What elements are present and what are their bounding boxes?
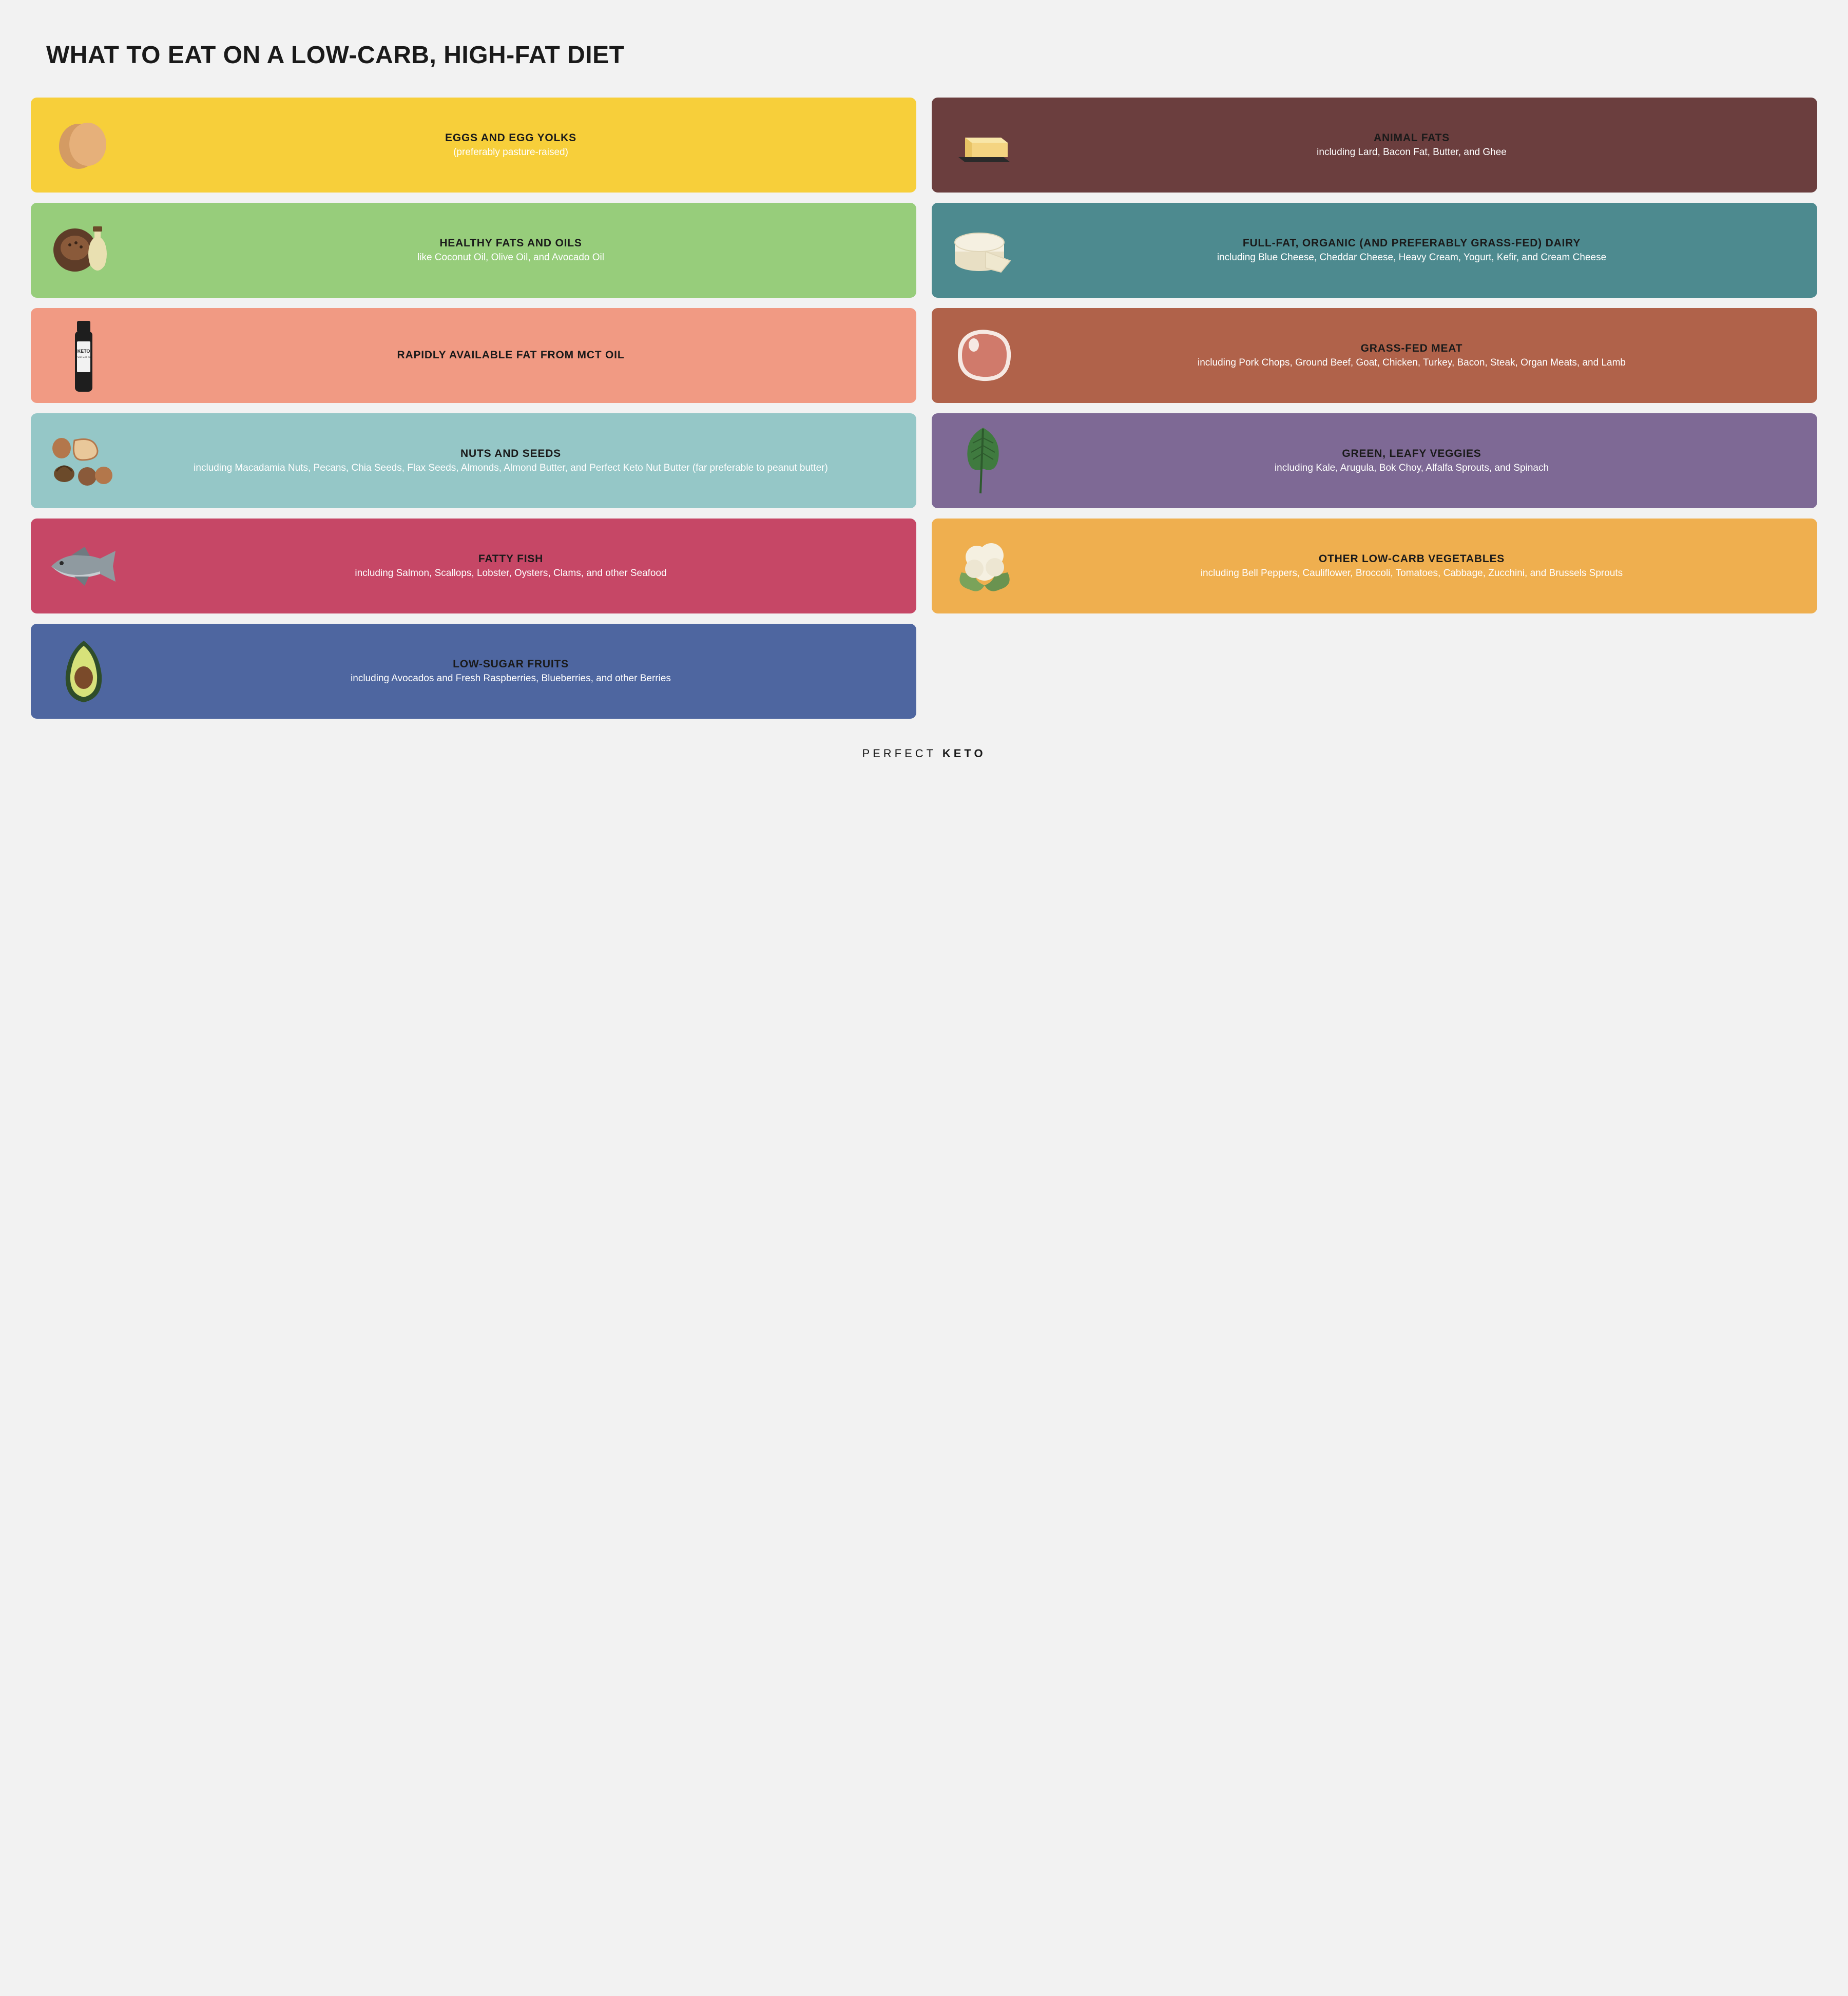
mct-bottle-icon: KETO PURE MCT OIL — [44, 316, 123, 395]
kale-icon — [945, 423, 1024, 500]
card-fish: FATTY FISH including Salmon, Scallops, L… — [31, 519, 916, 613]
cauliflower-icon — [945, 534, 1024, 598]
card-mct: KETO PURE MCT OIL RAPIDLY AVAILABLE FAT … — [31, 308, 916, 403]
card-sub: like Coconut Oil, Olive Oil, and Avocado… — [128, 252, 893, 264]
card-nuts: NUTS AND SEEDS including Macadamia Nuts,… — [31, 413, 916, 508]
card-title: ANIMAL FATS — [1029, 131, 1794, 145]
card-lowcarb-veg: OTHER LOW-CARB VEGETABLES including Bell… — [932, 519, 1817, 613]
eggs-icon — [44, 114, 123, 176]
card-sub: including Pork Chops, Ground Beef, Goat,… — [1029, 357, 1794, 370]
svg-text:KETO: KETO — [77, 349, 90, 354]
card-greens: GREEN, LEAFY VEGGIES including Kale, Aru… — [932, 413, 1817, 508]
card-sub: including Avocados and Fresh Raspberries… — [128, 673, 893, 685]
card-eggs: EGGS AND EGG YOLKS (preferably pasture-r… — [31, 98, 916, 193]
card-sub: including Salmon, Scallops, Lobster, Oys… — [128, 567, 893, 580]
card-title: FATTY FISH — [128, 552, 893, 566]
card-title: HEALTHY FATS AND OILS — [128, 237, 893, 250]
card-sub: including Lard, Bacon Fat, Butter, and G… — [1029, 146, 1794, 159]
card-fruits: LOW-SUGAR FRUITS including Avocados and … — [31, 624, 916, 719]
card-animal-fats: ANIMAL FATS including Lard, Bacon Fat, B… — [932, 98, 1817, 193]
card-meat: GRASS-FED MEAT including Pork Chops, Gro… — [932, 308, 1817, 403]
footer-brand: PERFECT KETO — [31, 747, 1817, 760]
card-title: NUTS AND SEEDS — [128, 447, 893, 460]
page-title: WHAT TO EAT ON A LOW-CARB, HIGH-FAT DIET — [46, 41, 1817, 69]
fish-icon — [44, 541, 123, 592]
card-sub: (preferably pasture-raised) — [128, 146, 893, 159]
card-sub: including Blue Cheese, Cheddar Cheese, H… — [1029, 252, 1794, 264]
card-healthy-fats: HEALTHY FATS AND OILS like Coconut Oil, … — [31, 203, 916, 298]
avocado-icon — [44, 637, 123, 706]
card-title: GRASS-FED MEAT — [1029, 342, 1794, 355]
card-title: EGGS AND EGG YOLKS — [128, 131, 893, 145]
brand-bold: KETO — [942, 747, 986, 760]
butter-icon — [945, 117, 1024, 174]
card-title: FULL-FAT, ORGANIC (AND PREFERABLY GRASS-… — [1029, 237, 1794, 250]
meat-icon — [945, 323, 1024, 388]
svg-text:PURE MCT OIL: PURE MCT OIL — [76, 356, 91, 358]
card-title: GREEN, LEAFY VEGGIES — [1029, 447, 1794, 460]
cards-grid: EGGS AND EGG YOLKS (preferably pasture-r… — [31, 98, 1817, 719]
oil-icon — [44, 218, 123, 282]
cheese-icon — [945, 221, 1024, 280]
brand-light: PERFECT — [862, 747, 936, 760]
card-sub: including Bell Peppers, Cauliflower, Bro… — [1029, 567, 1794, 580]
card-title: OTHER LOW-CARB VEGETABLES — [1029, 552, 1794, 566]
nuts-icon — [44, 430, 123, 492]
card-sub: including Macadamia Nuts, Pecans, Chia S… — [128, 462, 893, 475]
card-dairy: FULL-FAT, ORGANIC (AND PREFERABLY GRASS-… — [932, 203, 1817, 298]
card-title: RAPIDLY AVAILABLE FAT FROM MCT OIL — [128, 349, 893, 362]
card-title: LOW-SUGAR FRUITS — [128, 658, 893, 671]
card-sub: including Kale, Arugula, Bok Choy, Alfal… — [1029, 462, 1794, 475]
